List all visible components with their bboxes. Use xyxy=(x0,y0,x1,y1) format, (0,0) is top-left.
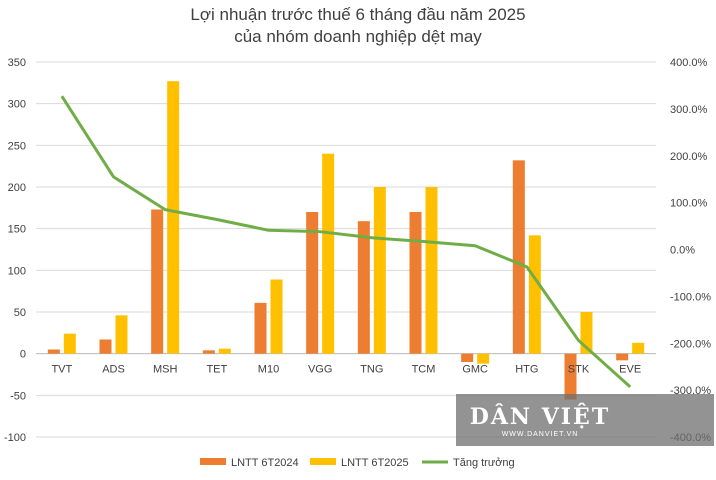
legend-swatch xyxy=(200,458,226,465)
chart-title: Lợi nhuận trước thuế 6 tháng đầu năm 202… xyxy=(190,5,525,24)
y-tick-left: 150 xyxy=(8,224,26,236)
category-label: VGG xyxy=(308,364,332,376)
y-tick-right: 0.0% xyxy=(670,245,695,257)
y-tick-left: 200 xyxy=(8,182,26,194)
y-tick-left: 300 xyxy=(8,99,26,111)
bar-lntt-6t2025-tvt xyxy=(63,333,76,354)
watermark-url: WWW.DANVIET.VN xyxy=(502,431,579,438)
bar-lntt-6t2024-vgg xyxy=(306,212,319,354)
category-label: M10 xyxy=(258,364,279,376)
bar-lntt-6t2024-m10 xyxy=(254,302,267,354)
category-label: TVT xyxy=(51,364,72,376)
bar-lntt-6t2025-gmc xyxy=(477,353,490,364)
bar-lntt-6t2025-m10 xyxy=(270,279,283,354)
y-tick-left: 0 xyxy=(20,349,26,361)
bar-lntt-6t2024-stk xyxy=(564,353,577,400)
bar-lntt-6t2025-ads xyxy=(115,315,128,354)
bar-lntt-6t2024-tcm xyxy=(409,212,422,354)
y-tick-left: 100 xyxy=(8,265,26,277)
bar-lntt-6t2025-tcm xyxy=(425,187,438,354)
bar-lntt-6t2024-tng xyxy=(357,221,370,354)
watermark: DÂN VIỆT WWW.DANVIET.VN xyxy=(456,394,714,446)
y-tick-left: -100 xyxy=(4,432,26,444)
y-tick-right: -100.0% xyxy=(670,291,711,303)
bar-lntt-6t2024-msh xyxy=(151,209,164,354)
category-label: TCM xyxy=(412,364,436,376)
y-tick-right: 300.0% xyxy=(670,104,708,116)
y-tick-left: 50 xyxy=(14,307,26,319)
bar-lntt-6t2025-vgg xyxy=(322,153,335,354)
y-tick-left: 250 xyxy=(8,140,26,152)
category-label: MSH xyxy=(153,364,178,376)
bar-lntt-6t2024-tvt xyxy=(47,349,60,354)
bar-lntt-6t2024-gmc xyxy=(461,353,474,362)
legend-label: LNTT 6T2024 xyxy=(231,457,299,469)
watermark-text: DÂN VIỆT xyxy=(470,403,610,430)
category-label: STK xyxy=(568,364,590,376)
bar-lntt-6t2025-msh xyxy=(167,81,180,354)
bar-lntt-6t2025-tet xyxy=(218,348,231,354)
bar-lntt-6t2025-tng xyxy=(373,187,386,354)
category-label: EVE xyxy=(619,364,641,376)
bar-lntt-6t2024-eve xyxy=(616,353,629,361)
y-tick-right: 400.0% xyxy=(670,57,708,69)
category-label: HTG xyxy=(515,364,538,376)
bar-lntt-6t2025-htg xyxy=(528,235,541,354)
category-label: TET xyxy=(206,364,227,376)
y-tick-left: 350 xyxy=(8,57,26,69)
bar-lntt-6t2024-tet xyxy=(202,350,215,354)
y-tick-right: 100.0% xyxy=(670,198,708,210)
bar-lntt-6t2025-eve xyxy=(632,342,645,354)
category-label: GMC xyxy=(462,364,488,376)
chart-subtitle: của nhóm doanh nghiệp dệt may xyxy=(234,27,482,46)
y-tick-right: -200.0% xyxy=(670,338,711,350)
legend-label: Tăng trưởng xyxy=(453,457,515,469)
y-tick-right: 200.0% xyxy=(670,151,708,163)
bar-lntt-6t2024-htg xyxy=(512,160,525,354)
legend-swatch xyxy=(310,458,336,465)
bar-lntt-6t2024-ads xyxy=(99,339,112,354)
y-tick-left: -50 xyxy=(10,390,26,402)
category-label: ADS xyxy=(102,364,125,376)
category-label: TNG xyxy=(360,364,383,376)
legend-label: LNTT 6T2025 xyxy=(341,457,409,469)
growth-line xyxy=(60,95,632,388)
